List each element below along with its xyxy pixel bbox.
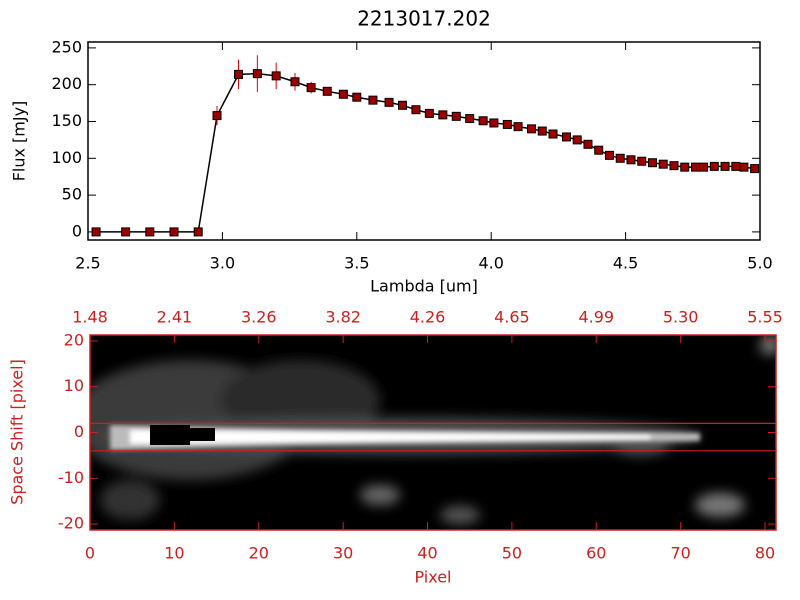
y-tick-label: -20: [58, 514, 84, 533]
y-tick-label: 10: [64, 376, 84, 395]
data-point: [561, 132, 571, 142]
x-tick-label: 3.5: [344, 254, 369, 273]
data-point: [604, 150, 614, 160]
data-point: [478, 116, 488, 126]
x-tick-label: 40: [417, 544, 437, 563]
y-tick-label: 200: [51, 74, 82, 93]
data-point: [750, 164, 760, 174]
data-point: [572, 135, 582, 145]
y-tick-label: 100: [51, 148, 82, 167]
data-point: [690, 162, 700, 172]
x-tick-label: 80: [755, 544, 775, 563]
chart-title: 2213017.202: [357, 7, 491, 31]
data-point: [583, 139, 593, 149]
data-point: [438, 110, 448, 120]
data-point: [465, 114, 475, 124]
x2-tick-label: 5.30: [663, 308, 699, 327]
data-point: [306, 83, 316, 93]
x2-tick-label: 1.48: [72, 308, 108, 327]
data-point: [145, 227, 155, 237]
x-tick-label: 50: [502, 544, 522, 563]
data-point: [424, 108, 434, 118]
y-axis-label: Flux [mJy]: [10, 101, 29, 182]
x-axis-label: Lambda [um]: [370, 277, 478, 296]
data-point: [637, 156, 647, 166]
plot-frame: [87, 41, 761, 241]
y-tick-label: 250: [51, 37, 82, 56]
data-point: [234, 69, 244, 79]
y-tick-label: 50: [62, 185, 82, 204]
y-tick-label: 0: [72, 221, 82, 240]
data-point: [731, 161, 741, 171]
data-point: [290, 77, 300, 87]
data-point: [411, 105, 421, 115]
data-point: [193, 227, 203, 237]
x-tick-label: 30: [333, 544, 353, 563]
x2-tick-label: 3.26: [241, 308, 277, 327]
data-point: [739, 162, 749, 172]
spectrum-image: [90, 335, 776, 530]
y-axis-label: Space Shift [pixel]: [8, 359, 27, 505]
data-point: [121, 227, 131, 237]
data-point: [513, 122, 523, 132]
data-point: [548, 129, 558, 139]
x2-tick-label: 5.55: [747, 308, 783, 327]
data-point: [169, 227, 179, 237]
data-point: [680, 162, 690, 172]
data-point: [594, 145, 604, 155]
data-point: [658, 159, 668, 169]
data-point: [626, 155, 636, 165]
x-tick-label: 5.0: [747, 254, 772, 273]
y-tick-label: 20: [64, 330, 84, 349]
data-point: [699, 162, 709, 172]
x2-tick-label: 4.65: [494, 308, 530, 327]
data-point: [338, 89, 348, 99]
data-point: [322, 86, 332, 96]
y-tick-label: 0: [74, 422, 84, 441]
data-point: [384, 97, 394, 107]
x2-tick-label: 4.26: [410, 308, 446, 327]
data-point: [527, 124, 537, 134]
data-point: [537, 126, 547, 136]
data-point: [502, 119, 512, 129]
x-tick-label: 4.5: [613, 254, 638, 273]
data-point: [252, 69, 262, 79]
data-point: [368, 95, 378, 105]
x2-tick-label: 2.41: [157, 308, 193, 327]
data-point: [647, 158, 657, 168]
y-tick-label: 150: [51, 111, 82, 130]
data-point: [397, 100, 407, 110]
x-tick-label: 0: [85, 544, 95, 563]
data-point: [451, 111, 461, 121]
data-point: [720, 161, 730, 171]
x2-tick-label: 4.99: [578, 308, 614, 327]
x-axis-label: Pixel: [414, 568, 451, 587]
data-point: [669, 161, 679, 171]
x-tick-label: 10: [164, 544, 184, 563]
data-point: [271, 71, 281, 81]
data-point: [615, 153, 625, 163]
data-point: [489, 118, 499, 128]
x2-tick-label: 3.82: [325, 308, 361, 327]
data-point: [91, 227, 101, 237]
data-point: [212, 111, 222, 121]
data-point: [709, 161, 719, 171]
data-point: [352, 92, 362, 102]
x-tick-label: 60: [586, 544, 606, 563]
x-tick-label: 2.5: [75, 254, 100, 273]
x-tick-label: 3.0: [210, 254, 235, 273]
flux-line: [96, 72, 755, 233]
x-tick-label: 70: [670, 544, 690, 563]
x-tick-label: 20: [249, 544, 269, 563]
x-tick-label: 4.0: [478, 254, 503, 273]
y-tick-label: -10: [58, 468, 84, 487]
